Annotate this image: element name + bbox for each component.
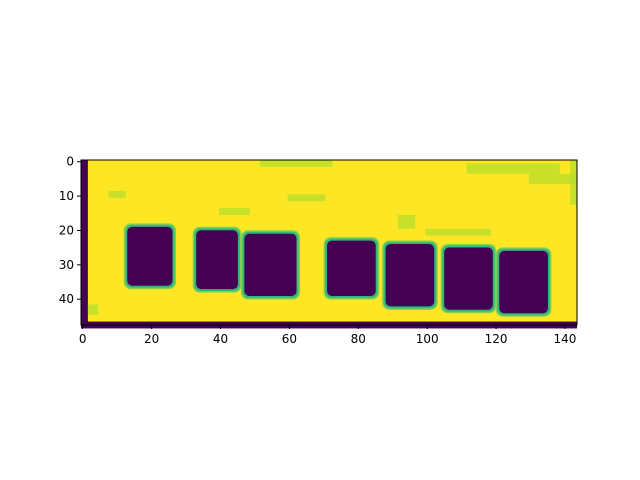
blob-4 bbox=[327, 240, 376, 296]
noise-speck bbox=[218, 208, 250, 215]
blob-1 bbox=[127, 226, 173, 286]
blob-3 bbox=[244, 233, 297, 296]
noise-speck bbox=[425, 228, 491, 236]
plot-area bbox=[80, 159, 578, 329]
blob-5 bbox=[385, 244, 435, 307]
x-tick-label: 40 bbox=[213, 332, 228, 346]
noise-speck bbox=[81, 160, 88, 325]
x-tick-label: 120 bbox=[485, 332, 508, 346]
noise-speck bbox=[260, 160, 333, 167]
blob-2 bbox=[196, 230, 238, 290]
x-tick-label: 100 bbox=[416, 332, 439, 346]
x-tick-label: 80 bbox=[351, 332, 366, 346]
y-tick-label: 10 bbox=[59, 189, 74, 203]
x-axis: 0 20 40 60 80 100 120 140 bbox=[79, 325, 576, 346]
y-tick-label: 30 bbox=[59, 258, 74, 272]
x-tick-label: 0 bbox=[79, 332, 87, 346]
noise-speck bbox=[466, 163, 560, 174]
x-tick-label: 60 bbox=[282, 332, 297, 346]
y-tick-label: 20 bbox=[59, 223, 74, 237]
noise-speck bbox=[287, 194, 326, 202]
axes-frame bbox=[80, 159, 578, 326]
blob-7 bbox=[499, 250, 548, 314]
noise-speck bbox=[570, 160, 577, 205]
y-tick-label: 0 bbox=[66, 155, 74, 169]
noise-speck bbox=[108, 190, 126, 198]
y-axis: 0 10 20 30 40 bbox=[59, 155, 81, 306]
x-tick-label: 140 bbox=[553, 332, 576, 346]
x-tick-label: 20 bbox=[144, 332, 159, 346]
y-tick-label: 40 bbox=[59, 292, 74, 306]
noise-speck bbox=[87, 304, 99, 315]
noise-speck bbox=[528, 173, 577, 185]
noise-speck bbox=[397, 215, 416, 229]
blob-6 bbox=[444, 247, 493, 310]
